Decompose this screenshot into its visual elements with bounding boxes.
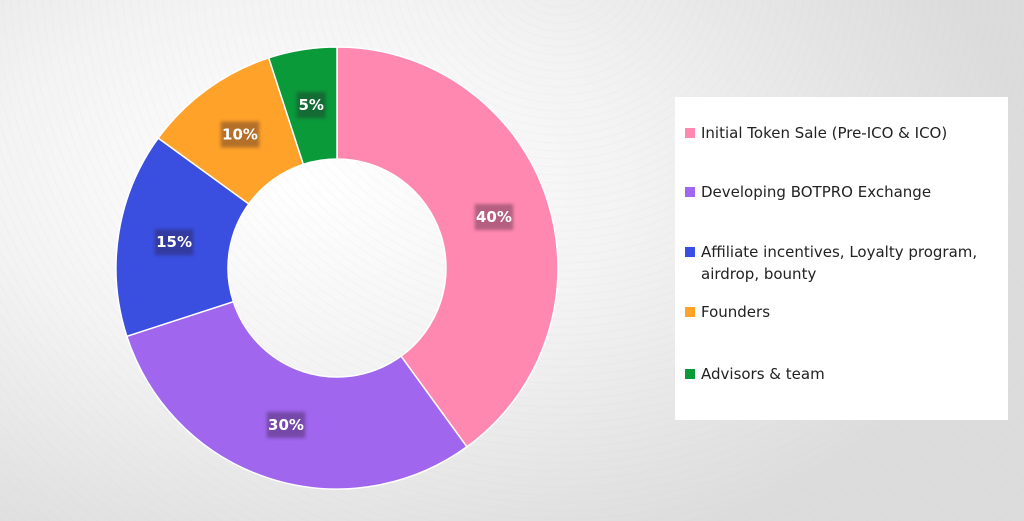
data-label-shadow-2 [154, 229, 194, 256]
legend-item-developing-botpro: Developing BOTPRO Exchange [685, 181, 1011, 203]
legend-swatch [685, 128, 695, 138]
legend: Initial Token Sale (Pre-ICO & ICO) Devel… [675, 97, 1008, 420]
donut-slice-4 [267, 46, 338, 166]
data-label-shadow-4 [296, 92, 326, 119]
legend-label: Developing BOTPRO Exchange [701, 183, 932, 201]
data-label-shadow-3 [220, 121, 260, 148]
data-label-3: 10% [222, 126, 258, 144]
legend-label: Affiliate incentives, Loyalty program, a… [701, 243, 978, 283]
legend-label: Founders [701, 303, 771, 321]
data-label-2: 15% [156, 233, 192, 251]
legend-swatch [685, 247, 695, 257]
data-label-4: 5% [298, 96, 323, 114]
legend-swatch [685, 369, 695, 379]
data-label-1: 30% [268, 416, 304, 434]
data-label-shadow-0 [474, 204, 514, 231]
legend-swatch [685, 187, 695, 197]
data-label-shadow-1 [266, 411, 306, 438]
legend-item-advisors-team: Advisors & team [685, 363, 1011, 385]
legend-item-affiliate-incentives: Affiliate incentives, Loyalty program, a… [685, 241, 1011, 285]
legend-swatch [685, 307, 695, 317]
donut-chart: 40% 30% 15% 10% 5% [115, 46, 559, 490]
donut-slice-0 [336, 46, 559, 448]
legend-item-initial-token-sale: Initial Token Sale (Pre-ICO & ICO) [685, 122, 1011, 144]
data-label-0: 40% [476, 208, 512, 226]
donut-slice-2 [115, 137, 250, 338]
legend-label: Advisors & team [701, 365, 825, 383]
legend-label: Initial Token Sale (Pre-ICO & ICO) [701, 124, 948, 142]
legend-item-founders: Founders [685, 301, 1011, 323]
donut-slice-1 [125, 300, 468, 490]
